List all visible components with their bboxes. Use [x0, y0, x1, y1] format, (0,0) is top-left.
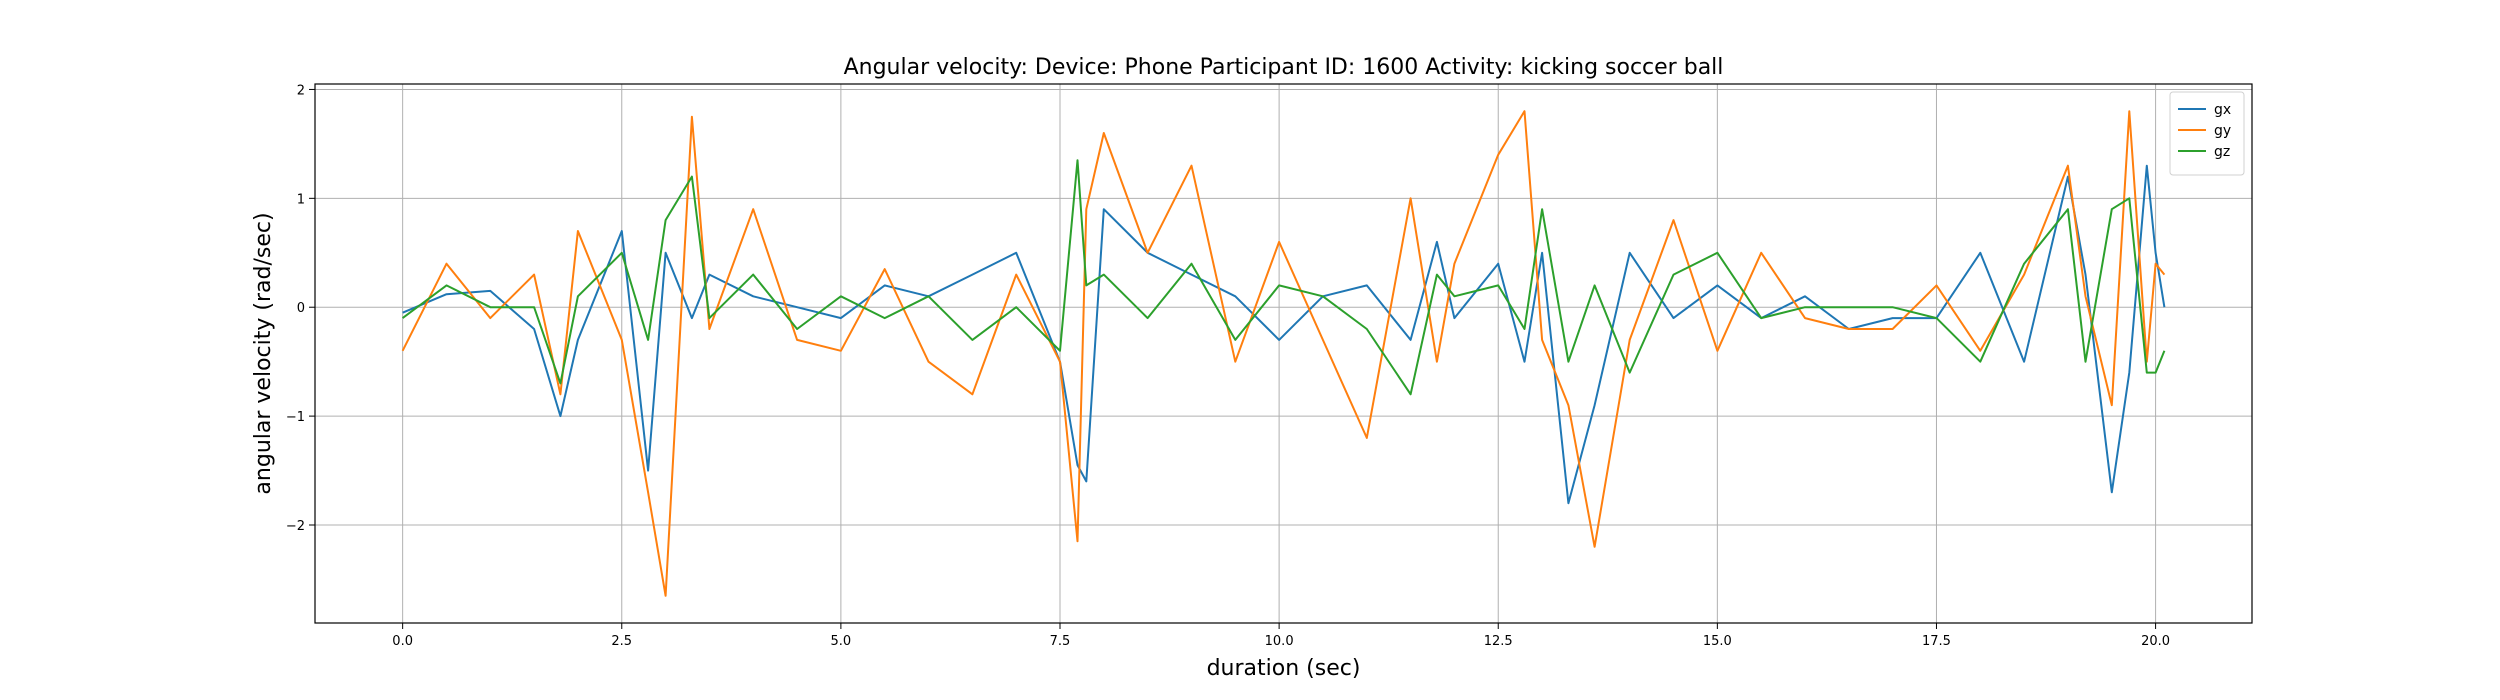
x-tick-label: 15.0: [1703, 634, 1732, 649]
legend-label-gy: gy: [2214, 123, 2231, 139]
x-tick-label: 5.0: [831, 634, 852, 649]
y-tick-label: 1: [297, 192, 305, 207]
x-tick-label: 2.5: [611, 634, 632, 649]
y-axis-label: angular velocity (rad/sec): [251, 212, 276, 494]
y-tick-label: 2: [297, 83, 305, 98]
series-line-gy: [401, 110, 2166, 597]
series-layer: [401, 110, 2166, 597]
chart-title: Angular velocity: Device: Phone Particip…: [844, 55, 1724, 80]
x-axis-label: duration (sec): [1207, 656, 1361, 681]
legend-label-gz: gz: [2214, 144, 2230, 160]
y-tick-label: 0: [297, 301, 305, 316]
legend-label-gx: gx: [2214, 102, 2231, 118]
series-line-gz: [402, 159, 2166, 396]
y-tick-label: −2: [286, 519, 305, 534]
x-tick-label: 10.0: [1265, 634, 1294, 649]
x-axis: 0.0 2.5 5.0 7.5 10.0 12.5 15.0 17.5 20.0: [392, 623, 2170, 649]
y-axis: −2 −1 0 1 2: [286, 83, 315, 534]
x-tick-label: 7.5: [1050, 634, 1071, 649]
y-tick-label: −1: [286, 410, 305, 425]
x-tick-label: 17.5: [1922, 634, 1951, 649]
plot-area-frame: [314, 83, 2253, 624]
x-tick-label: 0.0: [392, 634, 413, 649]
legend: gx gy gz: [2169, 91, 2245, 176]
x-tick-label: 20.0: [2141, 634, 2170, 649]
x-tick-label: 12.5: [1484, 634, 1513, 649]
legend-box: [2169, 91, 2245, 176]
